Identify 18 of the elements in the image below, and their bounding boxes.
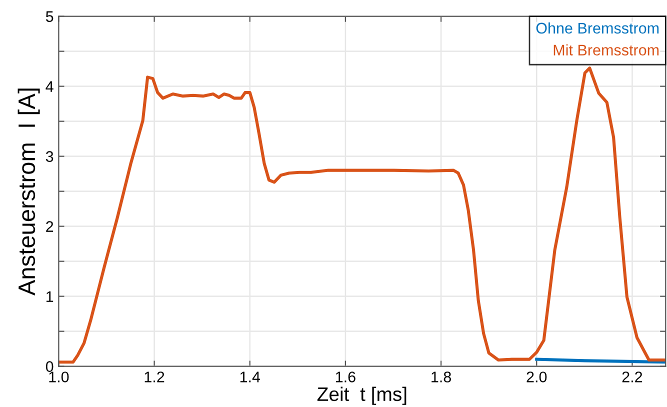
x-tick-label: 1.8 (432, 372, 451, 382)
line-series (58, 66, 666, 364)
y-axis-title: Ansteuerstrom I [A] (18, 88, 40, 296)
y-tick-label: 0 (46, 361, 54, 372)
y-tick-label: 1 (46, 291, 54, 302)
y-tick-label: 4 (46, 81, 54, 92)
x-tick-label: 2.0 (526, 372, 547, 382)
text: Ohne Bremsstrom (536, 22, 659, 34)
x-axis-title: Zeit t [ms] (317, 386, 406, 405)
y-tick-label: 3 (46, 151, 54, 162)
x-tick-label: 1.4 (240, 372, 260, 382)
x-tick-label: 1.6 (336, 372, 356, 382)
y-tick-label: 5 (46, 11, 54, 22)
x-tick-label: 2.2 (622, 372, 642, 382)
y-tick-label: 2 (46, 221, 54, 232)
x-tick-label: 1.2 (144, 372, 164, 382)
series-label: Mit Bremsstrom (554, 44, 659, 56)
x-tick-label: 1.0 (49, 372, 69, 382)
